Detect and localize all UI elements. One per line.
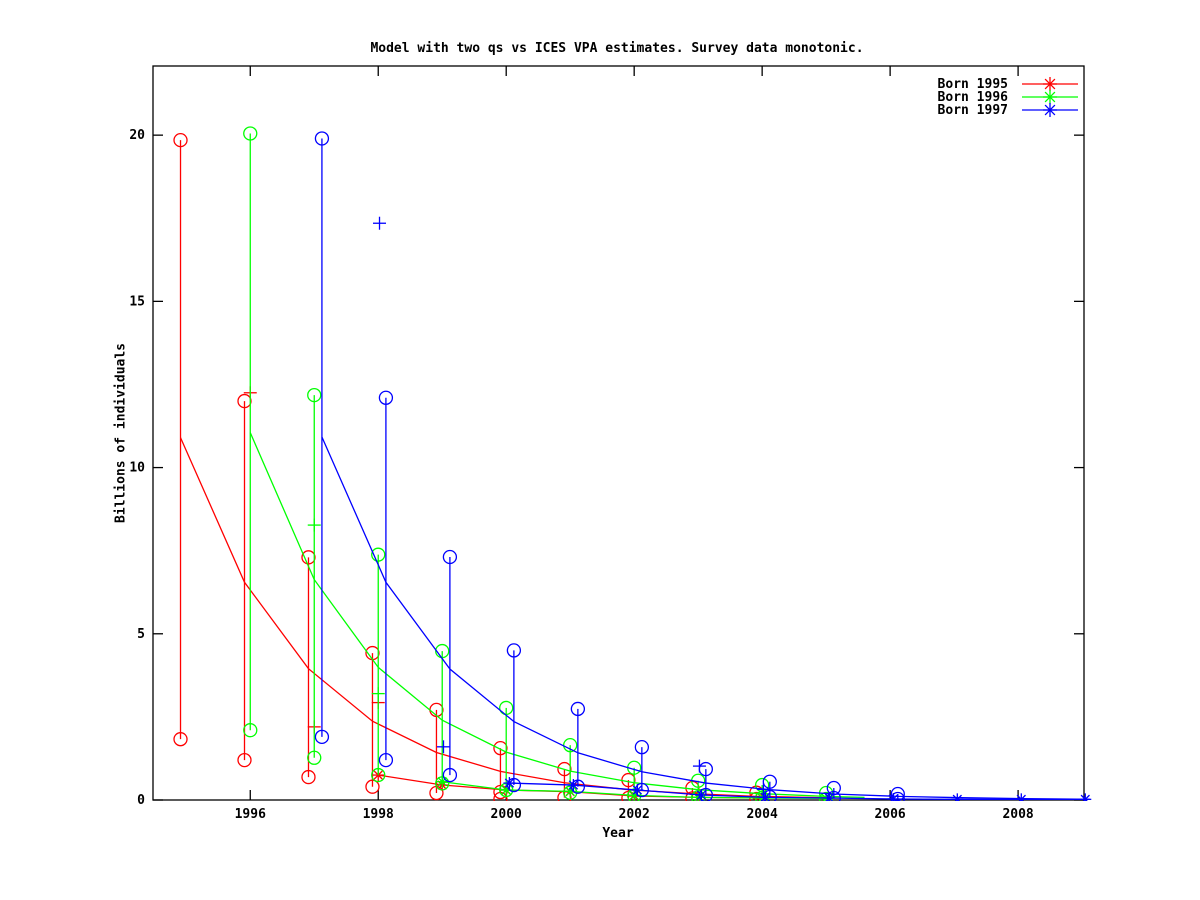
circle-marker xyxy=(762,774,777,789)
x-tick-label: 2002 xyxy=(619,807,650,822)
circle-marker xyxy=(314,131,330,146)
circle-marker xyxy=(173,132,188,148)
series-born-1996 xyxy=(243,126,865,801)
legend-label: Born 1995 xyxy=(938,77,1008,92)
circle-marker xyxy=(378,390,394,405)
x-tick-label: 2008 xyxy=(1002,807,1033,822)
y-tick-label: 10 xyxy=(129,461,145,476)
circle-marker xyxy=(506,643,522,658)
circle-marker xyxy=(442,549,458,565)
star-marker xyxy=(568,780,579,790)
circle-marker xyxy=(243,126,258,141)
y-tick-label: 0 xyxy=(137,793,145,808)
circle-marker xyxy=(371,547,386,562)
circle-marker xyxy=(506,777,522,793)
plot-border xyxy=(152,65,1085,801)
circle-marker xyxy=(365,779,380,794)
circle-marker xyxy=(762,789,777,801)
star-marker xyxy=(954,794,962,801)
circle-marker xyxy=(307,387,322,403)
star-marker xyxy=(1044,91,1056,103)
series-born-1995 xyxy=(173,132,840,801)
star-marker xyxy=(1082,794,1090,801)
y-tick-label: 20 xyxy=(129,128,145,143)
circle-marker xyxy=(371,767,386,783)
star-marker xyxy=(760,792,771,801)
circle-marker xyxy=(557,761,572,777)
star-marker xyxy=(696,790,707,800)
circle-marker xyxy=(570,779,586,794)
star-marker xyxy=(1044,78,1056,90)
axes: 1996 1998 2000 2002 2004 2006 2008 0 5 10 15 20 xyxy=(129,65,1085,822)
circle-marker xyxy=(634,782,650,798)
circle-marker xyxy=(314,729,330,744)
star-marker xyxy=(504,778,515,788)
circle-marker xyxy=(435,776,450,791)
x-tick-label: 1998 xyxy=(363,807,394,822)
x-axis-label: Year xyxy=(602,826,634,841)
model-curve xyxy=(179,437,840,799)
circle-marker xyxy=(307,750,322,765)
circle-marker xyxy=(442,767,458,783)
star-marker xyxy=(632,785,643,795)
series-born-1997 xyxy=(314,131,1092,801)
circle-marker xyxy=(243,723,258,738)
circle-marker xyxy=(890,791,905,801)
star-marker xyxy=(825,793,834,801)
legend-label: Born 1996 xyxy=(938,90,1009,105)
circle-marker xyxy=(634,739,650,755)
x-tick-label: 2006 xyxy=(874,807,905,822)
circle-marker xyxy=(570,701,586,717)
x-tick-label: 2000 xyxy=(491,807,522,822)
legend-label: Born 1997 xyxy=(938,103,1008,118)
circle-marker xyxy=(818,791,834,801)
circle-marker xyxy=(173,732,188,747)
circle-marker xyxy=(237,752,252,768)
star-marker xyxy=(1044,104,1056,116)
star-line xyxy=(509,782,1086,800)
x-tick-label: 2004 xyxy=(746,807,777,822)
circle-marker xyxy=(493,784,508,800)
circle-marker xyxy=(691,790,706,801)
y-axis-label: Billions of individuals xyxy=(113,342,129,524)
circle-marker xyxy=(301,550,316,565)
circle-marker xyxy=(698,787,713,801)
y-tick-label: 5 xyxy=(137,627,145,642)
circle-marker xyxy=(493,740,508,756)
circle-marker xyxy=(826,790,841,801)
chart-title: Model with two qs vs ICES VPA estimates.… xyxy=(370,41,864,56)
circle-marker xyxy=(301,769,316,785)
circle-marker xyxy=(237,393,252,409)
x-tick-label: 1996 xyxy=(235,807,266,822)
y-tick-label: 15 xyxy=(129,294,145,309)
circle-marker xyxy=(890,786,905,801)
circle-marker xyxy=(826,780,841,796)
circle-marker xyxy=(378,752,394,768)
star-marker xyxy=(1018,794,1026,801)
